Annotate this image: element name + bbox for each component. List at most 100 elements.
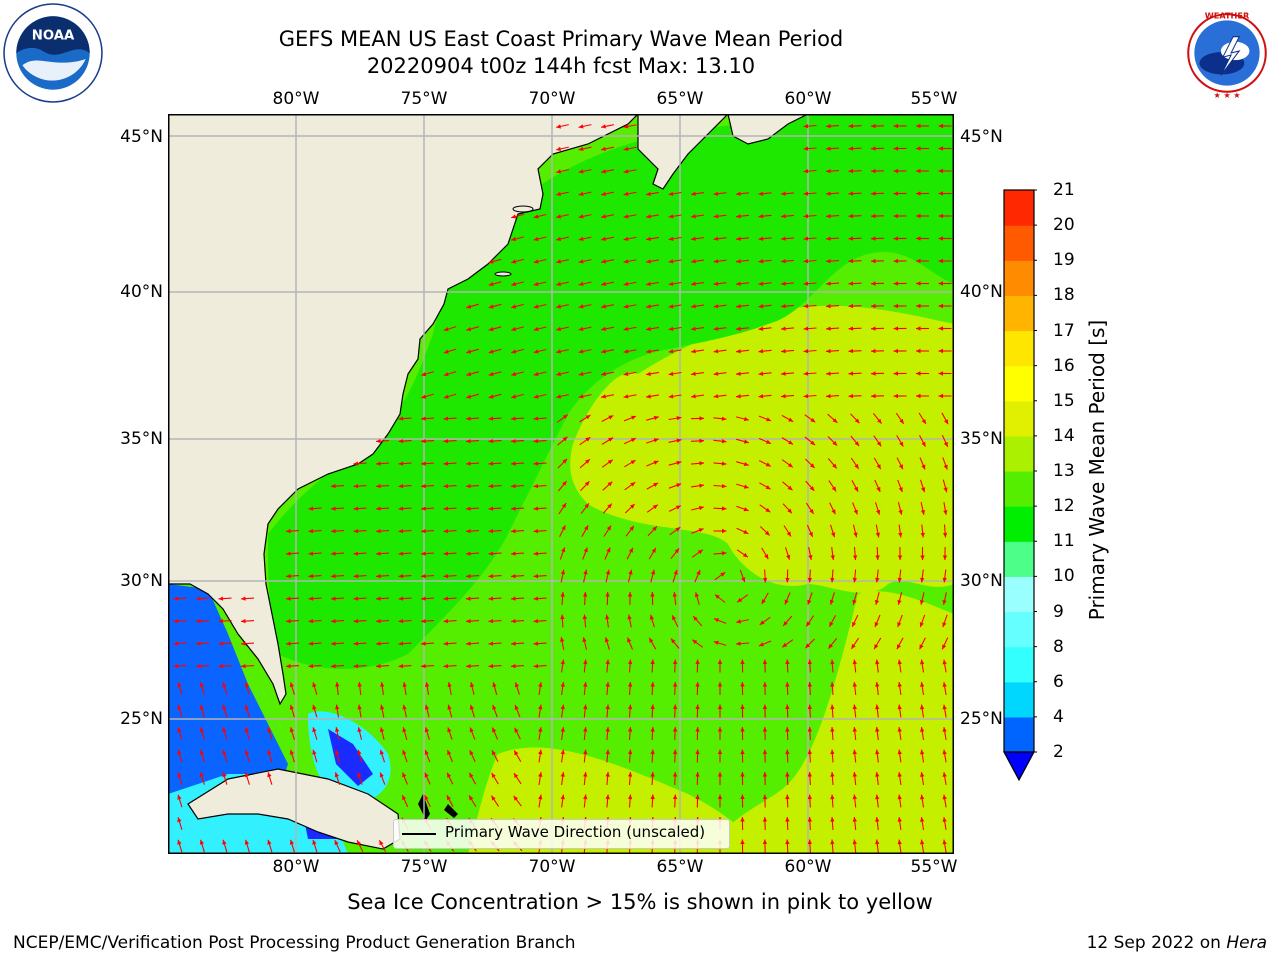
- direction-arrow: [785, 681, 790, 696]
- direction-arrow: [785, 726, 790, 741]
- direction-arrow: [668, 236, 682, 241]
- direction-arrow: [218, 596, 232, 601]
- direction-arrow: [713, 326, 727, 331]
- direction-arrow: [694, 592, 700, 605]
- direction-arrow: [717, 659, 723, 673]
- direction-arrow: [897, 704, 902, 718]
- direction-arrow: [583, 749, 588, 763]
- direction-arrow: [420, 619, 435, 624]
- direction-arrow: [465, 641, 480, 646]
- direction-arrow: [893, 123, 907, 129]
- direction-arrow: [758, 259, 772, 264]
- direction-arrow: [581, 525, 589, 537]
- direction-arrow: [353, 529, 367, 534]
- direction-arrow: [808, 546, 813, 561]
- direction-arrow: [285, 529, 300, 534]
- direction-arrow: [623, 281, 637, 286]
- direction-arrow: [942, 772, 947, 785]
- direction-arrow: [938, 236, 952, 241]
- direction-arrow: [758, 394, 772, 399]
- direction-arrow: [713, 640, 727, 646]
- direction-arrow: [623, 394, 637, 399]
- direction-arrow: [669, 526, 681, 536]
- direction-arrow: [830, 771, 835, 786]
- direction-arrow: [424, 794, 431, 808]
- direction-arrow: [691, 304, 704, 309]
- direction-arrow: [873, 457, 882, 470]
- direction-arrow: [919, 592, 925, 605]
- direction-arrow: [600, 371, 615, 376]
- direction-arrow: [623, 259, 637, 264]
- direction-arrow: [736, 527, 749, 535]
- direction-arrow: [560, 749, 565, 763]
- direction-arrow: [491, 772, 499, 785]
- direction-arrow: [600, 281, 615, 286]
- direction-arrow: [758, 214, 772, 219]
- direction-arrow: [244, 749, 250, 763]
- direction-arrow: [829, 502, 836, 515]
- direction-arrow: [533, 596, 547, 601]
- direction-arrow: [672, 749, 678, 763]
- direction-arrow: [538, 682, 543, 695]
- direction-arrow: [758, 304, 772, 309]
- direction-arrow: [646, 349, 659, 354]
- svg-text:WEATHER: WEATHER: [1205, 10, 1250, 20]
- direction-arrow: [785, 794, 790, 808]
- direction-arrow: [942, 457, 948, 470]
- direction-arrow: [803, 236, 817, 241]
- direction-arrow: [919, 637, 926, 650]
- direction-arrow: [916, 146, 929, 151]
- direction-arrow: [334, 772, 341, 785]
- direction-arrow: [691, 191, 704, 196]
- direction-arrow: [758, 640, 772, 647]
- direction-arrow: [379, 727, 385, 740]
- direction-arrow: [695, 726, 700, 741]
- direction-arrow: [938, 168, 952, 174]
- direction-arrow: [893, 326, 907, 331]
- direction-arrow: [420, 461, 435, 466]
- direction-arrow: [806, 524, 814, 538]
- direction-arrow: [447, 704, 453, 718]
- direction-arrow: [533, 439, 547, 444]
- direction-arrow: [605, 749, 610, 763]
- direction-arrow: [605, 771, 610, 786]
- direction-arrow: [714, 594, 726, 603]
- direction-arrow: [398, 641, 412, 646]
- direction-arrow: [353, 619, 367, 624]
- direction-arrow: [758, 371, 772, 376]
- direction-arrow: [672, 591, 677, 606]
- direction-arrow: [804, 458, 816, 469]
- direction-arrow: [556, 214, 569, 219]
- direction-arrow: [420, 416, 435, 421]
- direction-arrow: [875, 726, 880, 741]
- direction-arrow: [830, 547, 835, 560]
- direction-arrow: [805, 480, 815, 492]
- direction-arrow: [623, 371, 637, 376]
- direction-arrow: [443, 574, 457, 579]
- direction-arrow: [424, 749, 431, 763]
- direction-arrow: [848, 123, 862, 129]
- direction-arrow: [466, 303, 479, 309]
- direction-arrow: [218, 619, 232, 624]
- direction-arrow: [623, 415, 637, 422]
- direction-arrow: [942, 727, 947, 740]
- direction-arrow: [222, 704, 228, 718]
- direction-arrow: [628, 726, 633, 741]
- direction-arrow: [556, 394, 569, 399]
- lon-label-bottom-55w: 55°W: [910, 857, 958, 877]
- direction-arrow: [829, 592, 835, 605]
- direction-arrow: [289, 704, 295, 718]
- direction-arrow: [827, 436, 838, 446]
- direction-arrow: [511, 236, 524, 242]
- direction-arrow: [199, 704, 205, 718]
- direction-arrow: [897, 749, 902, 763]
- direction-arrow: [739, 569, 746, 583]
- direction-arrow: [825, 124, 840, 129]
- direction-arrow: [785, 771, 790, 786]
- direction-arrow: [510, 619, 525, 624]
- direction-arrow: [875, 569, 880, 583]
- direction-arrow: [942, 817, 947, 830]
- colorbar-tick-label: 19: [1053, 250, 1075, 271]
- direction-arrow: [875, 771, 880, 786]
- direction-arrow: [848, 146, 862, 151]
